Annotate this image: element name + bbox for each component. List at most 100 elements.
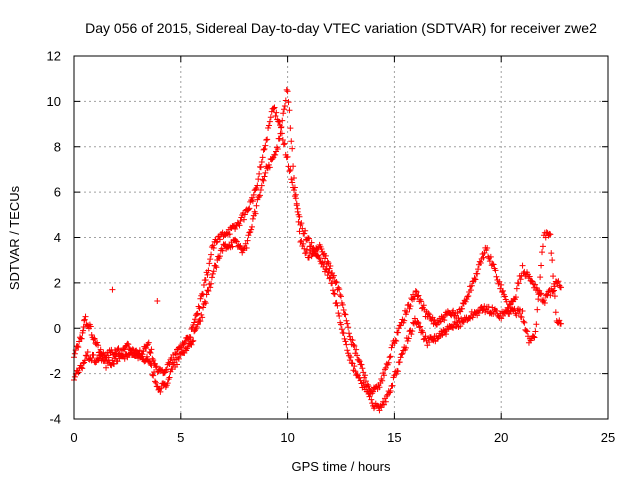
data-point [469, 314, 476, 321]
data-point [302, 227, 309, 234]
data-point [197, 295, 204, 302]
data-point [150, 357, 157, 364]
data-point [338, 293, 344, 300]
data-point [558, 320, 565, 327]
data-point [274, 145, 281, 152]
data-point [338, 326, 345, 333]
data-point [308, 239, 315, 246]
data-point [364, 381, 371, 388]
data-point [252, 210, 259, 217]
data-point [75, 344, 82, 351]
data-point [166, 374, 173, 381]
data-point [269, 155, 276, 162]
data-point [83, 352, 90, 359]
data-point [318, 245, 325, 252]
data-point [490, 261, 497, 268]
data-point [343, 317, 350, 324]
data-point [273, 109, 280, 116]
data-point [82, 313, 89, 320]
data-point [333, 299, 340, 306]
data-point [344, 320, 351, 327]
data-point [91, 335, 98, 342]
data-point [279, 117, 286, 124]
data-point [394, 368, 401, 375]
data-point [474, 270, 481, 277]
data-point [287, 167, 294, 174]
data-point [249, 215, 256, 222]
data-point [367, 390, 374, 397]
data-point [336, 286, 343, 293]
data-point [368, 396, 375, 403]
data-point [443, 331, 450, 338]
data-point [216, 253, 223, 260]
data-point [289, 145, 296, 152]
data-point [190, 337, 197, 344]
data-point [330, 290, 337, 297]
data-point [472, 276, 479, 283]
data-point [405, 335, 412, 342]
data-point [205, 287, 212, 294]
y-tick-label: 6 [54, 185, 61, 200]
data-point [233, 238, 240, 245]
data-point [219, 247, 226, 254]
data-point [331, 291, 338, 298]
data-point [413, 288, 420, 295]
data-point [362, 378, 369, 385]
data-point [164, 380, 171, 387]
data-point [419, 329, 426, 336]
data-point [526, 273, 533, 280]
plot-frame [73, 55, 609, 420]
series-outliers [109, 286, 161, 305]
data-point [304, 246, 311, 253]
data-point [499, 312, 506, 319]
data-point [322, 252, 329, 259]
data-point [276, 118, 283, 125]
x-tick-label: 20 [494, 430, 508, 445]
y-axis-label: SDTVAR / TECUs [7, 185, 22, 290]
data-point [257, 164, 264, 171]
data-point [162, 367, 169, 374]
data-point [75, 369, 82, 376]
data-point [157, 388, 164, 395]
data-point [480, 254, 487, 261]
data-point [253, 185, 260, 192]
data-point [95, 342, 102, 349]
data-point [216, 236, 223, 243]
data-point [208, 251, 215, 258]
data-point [281, 106, 288, 113]
data-point [528, 277, 535, 284]
data-point [459, 305, 466, 312]
data-point [340, 306, 347, 313]
data-point [339, 301, 346, 308]
data-point [492, 267, 499, 274]
data-point [546, 230, 553, 237]
data-point [507, 301, 514, 308]
data-point [392, 337, 399, 344]
data-point [533, 321, 540, 328]
data-point [210, 244, 217, 251]
data-point [295, 218, 302, 225]
data-point [291, 184, 298, 191]
data-point [94, 339, 101, 346]
data-point [288, 176, 295, 183]
data-point [210, 268, 217, 275]
data-point [202, 300, 209, 307]
data-point [154, 298, 161, 305]
data-point [355, 357, 362, 364]
data-point [393, 337, 400, 344]
data-point [406, 305, 413, 312]
data-point [459, 317, 466, 324]
data-point [498, 281, 505, 288]
data-point [389, 382, 396, 389]
data-point [513, 285, 520, 292]
data-point [226, 231, 233, 238]
data-point [270, 105, 277, 112]
data-point [271, 104, 278, 111]
x-axis-label: GPS time / hours [292, 459, 391, 474]
data-point [243, 245, 250, 252]
data-point [181, 339, 188, 346]
data-point [425, 310, 432, 317]
data-point [80, 327, 87, 334]
data-point [258, 182, 265, 189]
data-point [481, 303, 488, 310]
